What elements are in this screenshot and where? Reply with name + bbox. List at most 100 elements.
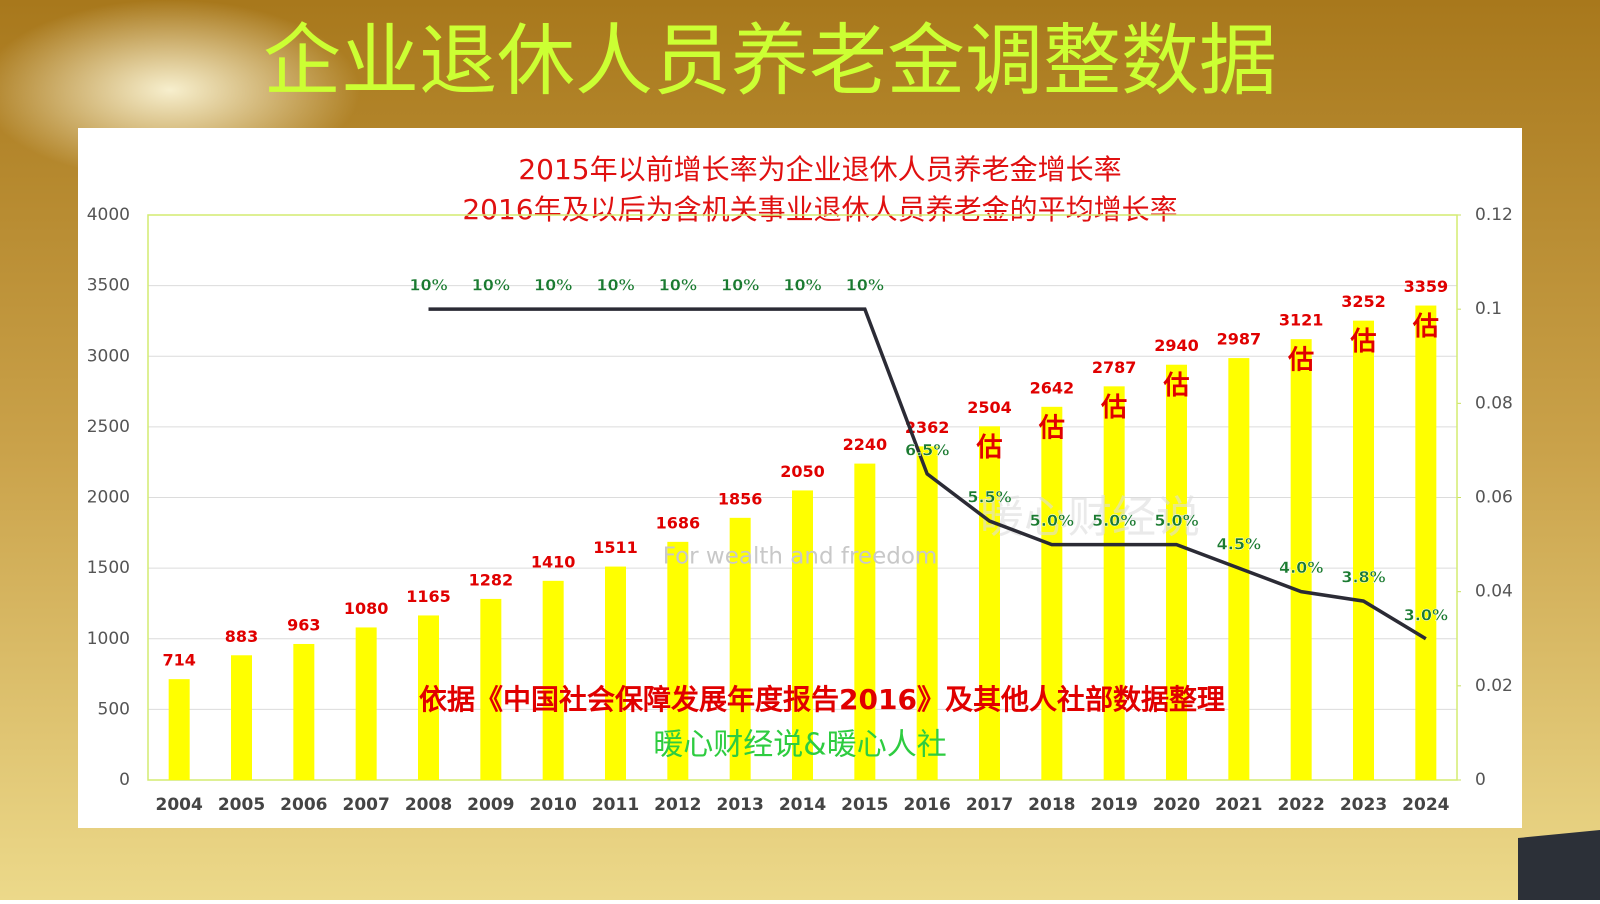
bar [979, 426, 1000, 780]
credit: 暖心财经说&暖心人社 [653, 728, 946, 763]
line-value-label: 10% [783, 276, 821, 295]
estimate-label: 估 [975, 433, 1002, 463]
subtitle: 2015年以前增长率为企业退休人员养老金增长率 [518, 153, 1121, 186]
x-tick-label: 2013 [717, 795, 764, 815]
x-tick-label: 2012 [654, 795, 701, 815]
bar-value-label: 1686 [656, 513, 701, 532]
bar [355, 627, 377, 780]
bar [1290, 339, 1312, 780]
bar [418, 615, 439, 780]
x-tick-label: 2011 [592, 795, 639, 815]
line-value-label: 5.0% [1154, 511, 1198, 530]
bar-value-label: 1282 [469, 570, 514, 589]
x-tick-label: 2023 [1340, 795, 1387, 815]
y-tick-label: 4000 [87, 205, 130, 225]
bar-value-label: 1511 [593, 538, 638, 557]
y2-tick-label: 0.12 [1475, 205, 1513, 225]
x-tick-label: 2008 [405, 795, 452, 815]
bar [667, 541, 689, 780]
y-tick-label: 500 [98, 699, 130, 719]
bar-value-label: 883 [225, 627, 258, 646]
line-value-label: 4.0% [1279, 558, 1323, 577]
bar [542, 580, 564, 780]
bar-value-label: 2940 [1154, 336, 1199, 355]
x-tick-label: 2004 [156, 795, 203, 815]
bar [168, 679, 190, 780]
x-tick-label: 2020 [1153, 795, 1200, 815]
estimate-label: 估 [1162, 371, 1189, 401]
bar-value-label: 2987 [1217, 330, 1262, 349]
estimate-label: 估 [1287, 346, 1314, 376]
x-tick-label: 2005 [218, 795, 265, 815]
line [428, 307, 1427, 641]
x-tick-label: 2006 [280, 795, 327, 815]
bar [293, 643, 315, 780]
y2-tick-label: 0.04 [1475, 582, 1513, 602]
bar-value-label: 2362 [905, 418, 950, 437]
bar [1166, 364, 1187, 780]
bar [792, 490, 813, 780]
line-value-label: 5.0% [1030, 511, 1074, 530]
estimate-label: 估 [1349, 327, 1376, 357]
x-tick-label: 2017 [966, 795, 1013, 815]
x-tick-label: 2015 [841, 795, 888, 815]
y-tick-label: 2500 [87, 417, 130, 437]
estimate-label: 估 [1412, 312, 1439, 342]
bar-value-label: 2642 [1030, 378, 1075, 397]
bar [480, 598, 502, 780]
bar [231, 655, 252, 780]
y2-tick-label: 0.02 [1475, 676, 1513, 696]
x-tick-label: 2021 [1215, 795, 1262, 815]
y-tick-label: 3500 [87, 276, 130, 296]
x-tick-label: 2014 [779, 795, 826, 815]
x-tick-label: 2018 [1028, 795, 1075, 815]
y-tick-label: 3000 [87, 346, 130, 366]
subtitle: 2016年及以后为含机关事业退休人员养老金的平均增长率 [462, 193, 1177, 226]
bar-value-label: 1165 [406, 587, 451, 606]
y-tick-label: 2000 [87, 488, 130, 508]
x-tick-label: 2022 [1278, 795, 1325, 815]
bar-value-label: 2050 [780, 462, 825, 481]
line-value-label: 10% [721, 276, 759, 295]
bar-value-label: 2504 [967, 398, 1012, 417]
line-value-label: 4.5% [1217, 535, 1261, 554]
bar-value-label: 3359 [1404, 277, 1449, 296]
y2-tick-label: 0.08 [1475, 393, 1513, 413]
bar-value-label: 1410 [531, 552, 576, 571]
bar-value-label: 1856 [718, 489, 763, 508]
line-value-label: 3.0% [1404, 605, 1448, 624]
line-value-label: 10% [596, 276, 634, 295]
line-value-label: 3.8% [1341, 568, 1385, 587]
y2-tick-label: 0.06 [1475, 488, 1513, 508]
line-value-label: 10% [846, 276, 884, 295]
line-value-label: 10% [659, 276, 697, 295]
y-tick-label: 1000 [87, 629, 130, 649]
x-tick-label: 2010 [530, 795, 577, 815]
x-tick-label: 2019 [1091, 795, 1138, 815]
line-value-label: 10% [534, 276, 572, 295]
x-tick-label: 2024 [1402, 795, 1449, 815]
line-value-label: 5.5% [967, 488, 1011, 507]
source-note: 依据《中国社会保障发展年度报告2016》及其他人社部数据整理 [419, 683, 1225, 716]
bar [1041, 406, 1063, 780]
line-value-label: 5.0% [1092, 511, 1136, 530]
bar-value-label: 963 [287, 615, 320, 634]
bar [916, 446, 938, 780]
bar-value-label: 3121 [1279, 311, 1324, 330]
bar-value-label: 1080 [344, 599, 389, 618]
bar-value-label: 3252 [1341, 292, 1386, 311]
corner-shape [1518, 830, 1600, 900]
x-tick-label: 2007 [343, 795, 390, 815]
estimate-label: 估 [1100, 393, 1127, 423]
line-value-label: 10% [472, 276, 510, 295]
x-tick-label: 2009 [467, 795, 514, 815]
line-value-label: 6.5% [905, 440, 949, 459]
chart-title: 企业退休人员养老金调整数据 [263, 16, 1277, 106]
bar [1415, 305, 1437, 780]
estimate-label: 估 [1038, 413, 1065, 443]
y-tick-label: 0 [119, 770, 130, 790]
line-value-label: 10% [409, 276, 447, 295]
bar [1103, 386, 1125, 780]
